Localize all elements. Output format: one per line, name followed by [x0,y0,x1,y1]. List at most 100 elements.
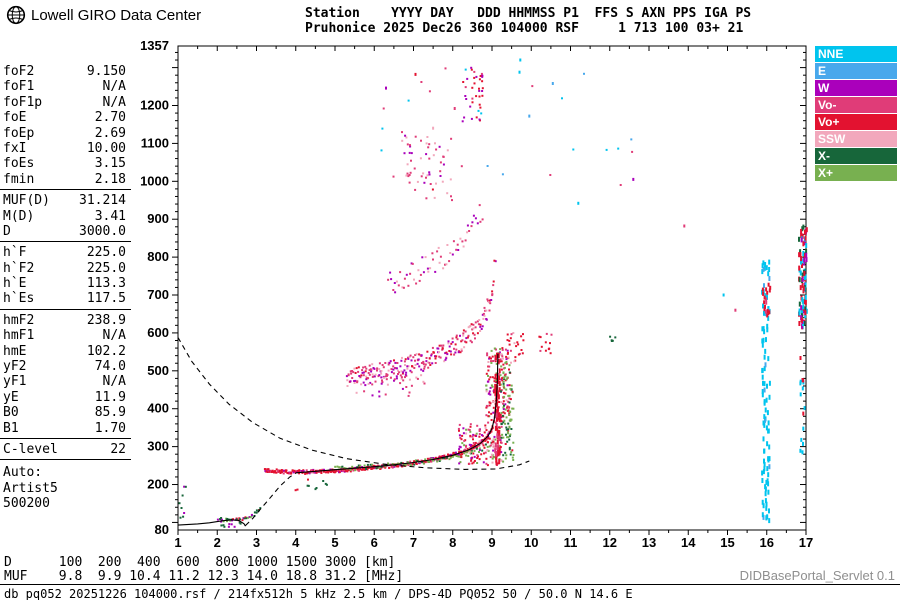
param-row-hmE: hmE 102.2 [0,344,131,359]
param-label: foF2 [3,64,35,79]
auto-line: 500200 [3,496,50,512]
param-row-fmin: fmin 2.18 [0,172,131,187]
param-label: h`E [3,276,27,292]
param-label: foF1 [3,79,35,95]
param-label: MUF(D) [3,193,50,209]
param-label: foF1p [3,94,43,110]
param-row-h`F: h`F 225.0 [0,245,131,260]
panel-separator [0,437,131,439]
legend-item-E: E [815,63,897,79]
param-value: 3000.0 [79,223,126,239]
param-label: yF2 [3,359,27,375]
y-tick-label: 1000 [140,173,169,188]
giro-logo-icon [6,5,26,25]
param-label: B1 [3,420,19,436]
param-row-foEp: foEp 2.69 [0,126,131,141]
param-label: h`F2 [3,260,35,276]
param-value: 85.9 [94,405,126,421]
x-tick-label: 6 [371,535,378,550]
x-tick-label: 7 [410,535,417,550]
servlet-version-label: DIDBasePortal_Servlet 0.1 [739,568,895,583]
param-row-foF1p: foF1p N/A [0,95,131,110]
logo: Lowell GIRO Data Center [6,5,201,25]
param-label: foEp [3,125,35,141]
x-tick-label: 1 [174,535,181,550]
legend-item-W: W [815,80,897,96]
param-row-foEs: foEs 3.15 [0,156,131,171]
param-label: fxI [3,140,27,156]
x-tick-label: 3 [253,535,260,550]
panel-separator [0,189,131,191]
x-tick-label: 8 [449,535,456,550]
x-tick-label: 17 [799,535,813,550]
y-tick-label: 900 [147,211,169,226]
x-tick-label: 9 [488,535,495,550]
legend-item-NNE: NNE [815,46,897,62]
x-tick-label: 2 [214,535,221,550]
param-value: 2.69 [94,125,126,141]
x-tick-label: 12 [603,535,617,550]
param-label: fmin [3,171,35,187]
x-tick-label: 16 [760,535,774,550]
param-row-M(D): M(D) 3.41 [0,209,131,224]
param-value: 3.41 [94,208,126,224]
legend-item-X+: X+ [815,165,897,181]
scatter-points [178,58,808,528]
param-row-hmF2: hmF2 238.9 [0,313,131,328]
d-muf-axis: D 100 200 400 600 800 1000 1500 3000 [km… [4,555,404,584]
param-value: 1.70 [94,420,126,436]
overlay-profile-valley-dashed [245,472,297,526]
param-value: 2.18 [94,171,126,187]
param-value: 113.3 [86,276,126,292]
param-value: 102.2 [86,343,126,359]
param-value: N/A [102,94,126,110]
param-row-yF2: yF2 74.0 [0,359,131,374]
x-tick-label: 13 [642,535,656,550]
y-tick-label: 600 [147,325,169,340]
param-label: yF1 [3,374,27,390]
y-tick-label: 400 [147,401,169,416]
legend-item-X-: X- [815,148,897,164]
param-value: 225.0 [86,245,126,261]
param-value: 10.00 [86,140,126,156]
overlay-muf-transmission-dashed [177,337,530,470]
auto-line: Artist5 [3,480,58,496]
y-tick-label: 800 [147,249,169,264]
param-row-h`Es: h`Es 117.5 [0,291,131,306]
param-label: foEs [3,156,35,172]
status-bar: db pq052 20251226 104000.rsf / 214fx512h… [4,587,633,600]
y-tick-label: 200 [147,477,169,492]
x-tick-label: 11 [564,535,578,550]
param-label: foE [3,110,27,126]
param-row-yE: yE 11.9 [0,390,131,405]
param-value: 22 [110,441,126,457]
param-row-MUF(D): MUF(D) 31.214 [0,193,131,208]
param-label: B0 [3,405,19,421]
x-tick-label: 10 [524,535,538,550]
overlay-profile-E-solid [177,519,246,527]
param-label: C-level [3,441,58,457]
param-row-foF2: foF2 9.150 [0,64,131,79]
legend-item-SSW: SSW [815,131,897,147]
param-row-B1: B1 1.70 [0,421,131,436]
param-value: 31.214 [79,193,126,209]
auto-line: Auto: [3,465,43,481]
y-tick-label: 1357 [140,38,169,53]
param-value: N/A [102,79,126,95]
param-row-hmF1: hmF1 N/A [0,328,131,343]
panel-separator [0,241,131,243]
param-row-foF1: foF1 N/A [0,79,131,94]
param-value: 2.70 [94,110,126,126]
x-tick-label: 14 [681,535,696,550]
x-tick-label: 15 [720,535,734,550]
param-row-h`F2: h`F2 225.0 [0,261,131,276]
x-tick-label: 4 [292,535,300,550]
param-label: hmF1 [3,328,35,344]
param-value: 117.5 [86,291,126,307]
param-value: 3.15 [94,156,126,172]
param-value: 238.9 [86,312,126,328]
param-value: N/A [102,374,126,390]
status-text: db pq052 20251226 104000.rsf / 214fx512h… [4,587,633,600]
y-tick-label: 80 [155,522,169,537]
